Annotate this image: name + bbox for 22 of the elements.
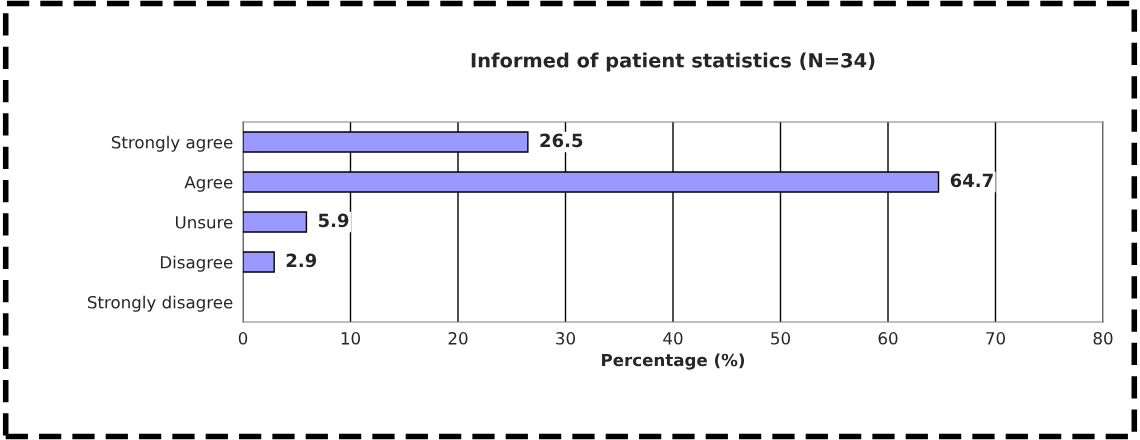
data-label: 64.7 bbox=[950, 173, 993, 188]
data-label: 5.9 bbox=[318, 213, 349, 228]
x-tick-label: 10 bbox=[341, 332, 360, 345]
y-tick-label: Disagree bbox=[160, 255, 233, 272]
x-tick-label: 0 bbox=[238, 332, 248, 345]
x-tick-label: 80 bbox=[1093, 332, 1113, 345]
x-tick-label: 60 bbox=[878, 332, 898, 345]
x-tick-label: 30 bbox=[556, 332, 575, 345]
y-tick-label: Strongly agree bbox=[111, 135, 233, 152]
y-tick-label: Unsure bbox=[175, 216, 233, 229]
x-tick-label: 20 bbox=[448, 332, 468, 345]
x-tick-label: 40 bbox=[663, 332, 683, 345]
y-tick-label: Strongly disagree bbox=[87, 295, 233, 312]
x-tick-label: 50 bbox=[771, 332, 790, 345]
chart-title: Informed of patient statistics (N=34) bbox=[471, 52, 875, 72]
bar bbox=[243, 251, 275, 273]
x-tick-label: 70 bbox=[986, 332, 1005, 345]
bar bbox=[243, 211, 308, 233]
data-label: 26.5 bbox=[540, 133, 583, 148]
y-tick-label: Agree bbox=[184, 176, 233, 192]
x-axis-title: Percentage (%) bbox=[602, 353, 745, 370]
data-label: 2.9 bbox=[286, 253, 317, 268]
